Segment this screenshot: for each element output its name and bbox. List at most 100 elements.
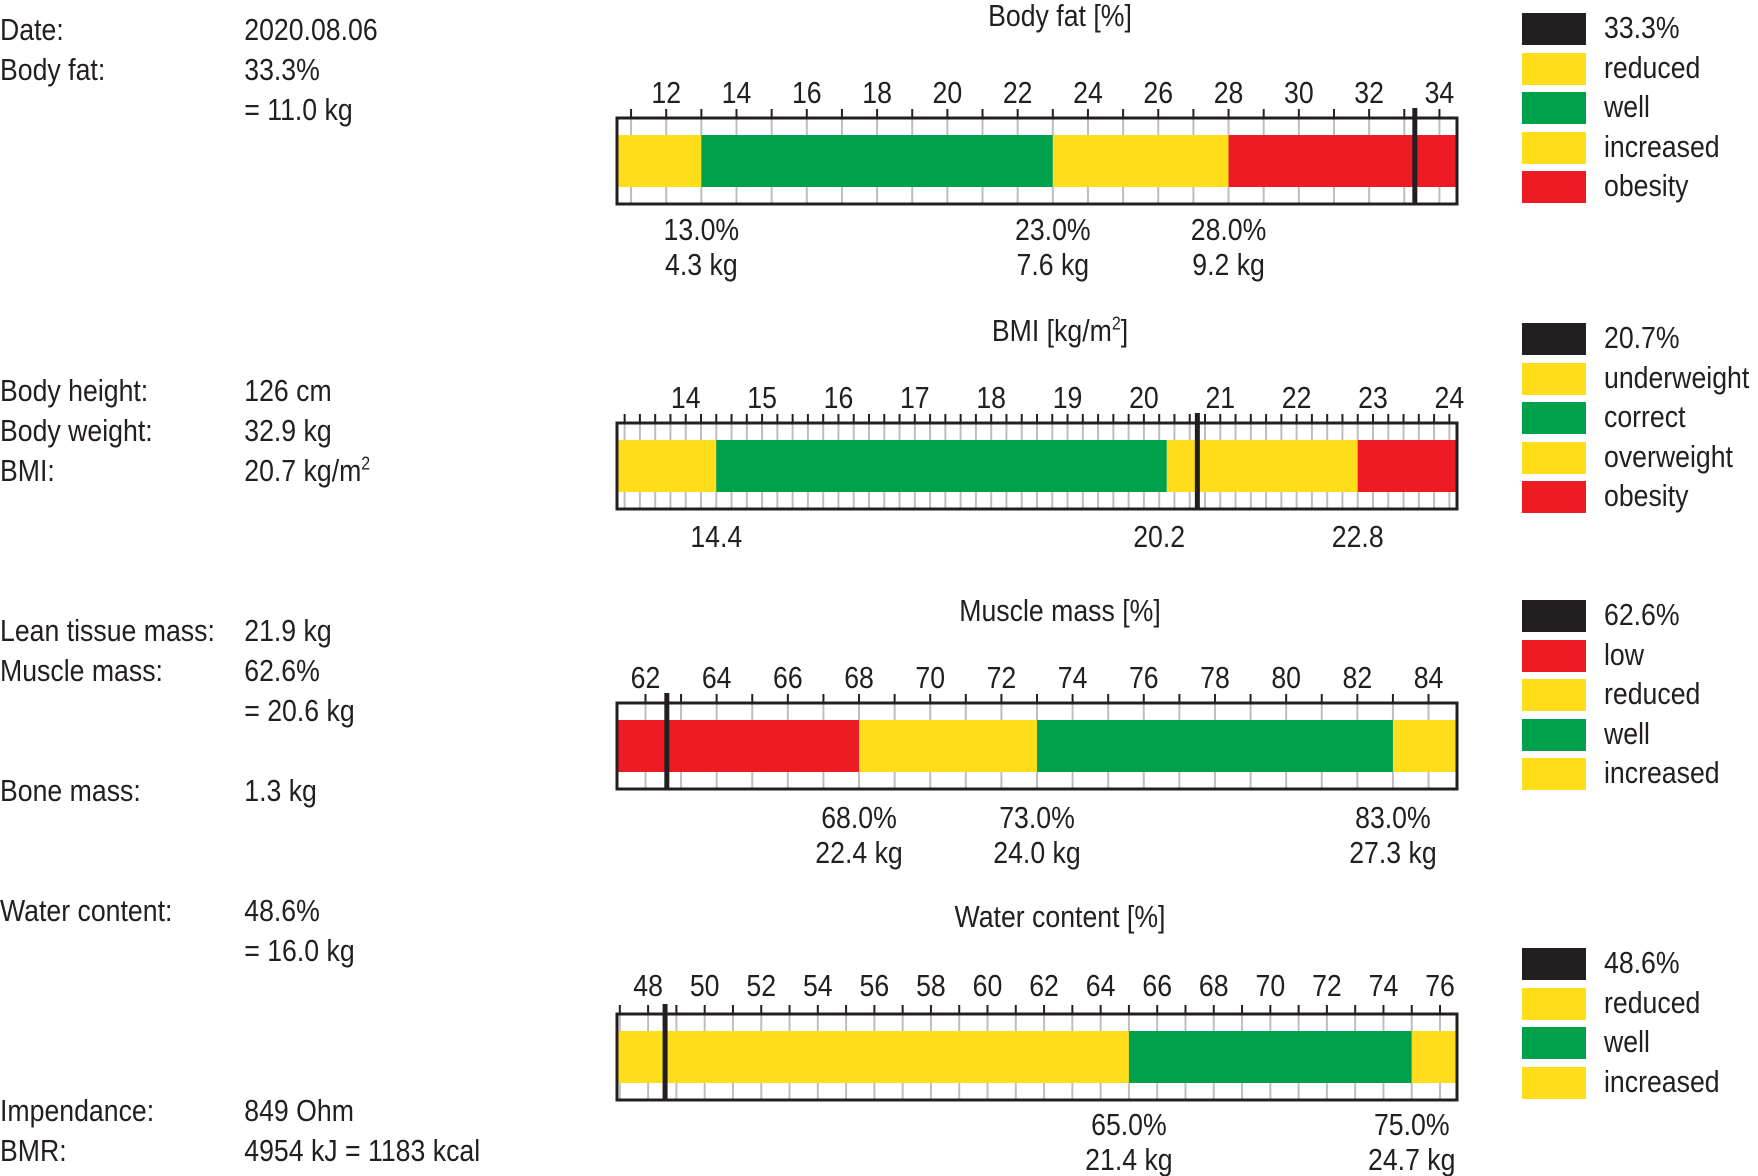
legend-label: obesity <box>1604 168 1689 203</box>
range-segment-well <box>701 135 1053 187</box>
tick-label: 78 <box>1200 661 1230 695</box>
body-fat-gauge: Body fat [%] 12 14 16 18 20 22 24 26 28 30 32 34 13.… <box>600 0 1520 290</box>
legend-swatch <box>1522 948 1586 980</box>
threshold-label: 22.4 kg <box>815 836 902 870</box>
legend-item: increased <box>1522 129 1758 165</box>
tick-label: 52 <box>746 969 776 1003</box>
legend-item: 33.3% <box>1522 10 1758 46</box>
legend-swatch <box>1522 441 1586 474</box>
tick-label: 18 <box>976 381 1006 415</box>
tick-label: 70 <box>1256 969 1286 1003</box>
legend-item: 20.7% <box>1522 320 1758 356</box>
legend-label: reduced <box>1604 49 1701 85</box>
legend-item: reduced <box>1522 50 1758 86</box>
legend-swatch <box>1522 171 1586 203</box>
legend-item: reduced <box>1522 985 1758 1021</box>
gauge-title-suffix: ] <box>1120 313 1129 348</box>
gauge-frame <box>615 116 1459 206</box>
info-label: BMR: <box>0 1133 67 1168</box>
tick-label: 22 <box>1003 76 1033 110</box>
legend-label: reduced <box>1604 676 1701 711</box>
range-segment-correct <box>716 440 1167 492</box>
threshold-label: 22.8 <box>1332 520 1384 554</box>
legend-swatch <box>1522 481 1586 513</box>
tick-label: 23 <box>1358 381 1388 415</box>
legend-label: 20.7% <box>1604 320 1680 355</box>
legend-item: 62.6% <box>1522 597 1758 633</box>
info-label: Body height: <box>0 373 149 408</box>
tick-label: 76 <box>1129 661 1159 695</box>
info-value: 4954 kJ = 1183 kcal <box>244 1133 481 1168</box>
body-fat-gauge-svg: 12 14 16 18 20 22 24 26 28 30 32 34 13.0%4.3 kg 23.0%… <box>615 76 1459 283</box>
legend-label: 62.6% <box>1604 597 1680 632</box>
range-segment-underweight <box>617 440 717 492</box>
range-segment-obesity <box>1228 135 1457 187</box>
legend-swatch <box>1522 1066 1586 1099</box>
tick-label: 24 <box>1073 76 1103 110</box>
tick-label: 16 <box>792 76 822 110</box>
tick-label: 80 <box>1271 661 1301 695</box>
range-segment-reduced <box>859 720 1037 772</box>
tick-label: 24 <box>1435 381 1465 415</box>
legend-label: 48.6% <box>1604 945 1680 980</box>
legend-item: well <box>1522 89 1758 125</box>
legend-swatch <box>1522 13 1586 45</box>
info-label: Water content: <box>0 893 173 928</box>
legend-swatch <box>1522 402 1586 434</box>
legend-label: overweight <box>1604 438 1733 474</box>
range-segment-reduced <box>617 135 702 187</box>
tick-label: 12 <box>651 76 681 110</box>
threshold-label: 23.0% <box>1015 213 1091 247</box>
threshold-label: 75.0% <box>1374 1108 1450 1142</box>
legend-item: overweight <box>1522 439 1758 475</box>
legend-label: obesity <box>1604 478 1689 513</box>
range-segment-well <box>1128 1031 1412 1083</box>
legend-label: increased <box>1604 128 1720 164</box>
tick-label: 32 <box>1354 76 1384 110</box>
gauge-frame <box>615 701 1459 791</box>
info-value: = 11.0 kg <box>244 92 353 127</box>
info-value: 849 Ohm <box>244 1093 354 1128</box>
tick-label: 48 <box>633 969 663 1003</box>
tick-label: 14 <box>722 76 752 110</box>
info-value: 126 cm <box>244 373 332 408</box>
tick-label: 72 <box>987 661 1017 695</box>
range-segment-well <box>1037 720 1393 772</box>
tick-label: 22 <box>1282 381 1312 415</box>
range-segment-low <box>617 720 860 772</box>
info-value: 33.3% <box>244 52 320 87</box>
legend-label: underweight <box>1604 359 1750 395</box>
tick-label: 30 <box>1284 76 1314 110</box>
info-value: 2020.08.06 <box>244 12 378 47</box>
tick-label: 76 <box>1425 969 1455 1003</box>
gauge-title: Muscle mass [%] <box>959 593 1161 628</box>
gauge-frame <box>615 1012 1459 1102</box>
legend-item: 48.6% <box>1522 945 1758 981</box>
legend-swatch <box>1522 758 1586 790</box>
superscript: 2 <box>1111 312 1121 334</box>
gauge-title-text: BMI [kg/m <box>991 313 1112 348</box>
info-value: = 20.6 kg <box>244 693 355 728</box>
range-segment-reduced <box>617 1031 1129 1083</box>
info-label: Lean tissue mass: <box>0 613 215 648</box>
legend-item: obesity <box>1522 478 1758 514</box>
threshold-label: 9.2 kg <box>1192 248 1265 282</box>
legend-label: increased <box>1604 755 1720 790</box>
info-value: 62.6% <box>244 653 320 688</box>
threshold-label: 83.0% <box>1355 801 1431 835</box>
legend-label: well <box>1604 715 1650 751</box>
info-value: = 16.0 kg <box>244 933 355 968</box>
threshold-label: 4.3 kg <box>665 248 738 282</box>
tick-label: 60 <box>973 969 1003 1003</box>
muscle-mass-gauge-svg: 62 64 66 68 70 72 74 76 78 80 82 84 68.0%22.4 kg 73.0… <box>615 661 1459 871</box>
legend-swatch <box>1522 987 1586 1020</box>
muscle-mass-gauge: Muscle mass [%] 62 64 66 68 70 72 74 76 78 80 82 84… <box>600 585 1520 875</box>
tick-label: 56 <box>860 969 890 1003</box>
threshold-label: 21.4 kg <box>1085 1143 1172 1176</box>
tick-label: 15 <box>747 381 777 415</box>
tick-label: 68 <box>844 661 874 695</box>
tick-label: 18 <box>862 76 892 110</box>
legend-item: obesity <box>1522 168 1758 204</box>
tick-label: 62 <box>631 661 661 695</box>
info-value: 48.6% <box>244 893 320 928</box>
